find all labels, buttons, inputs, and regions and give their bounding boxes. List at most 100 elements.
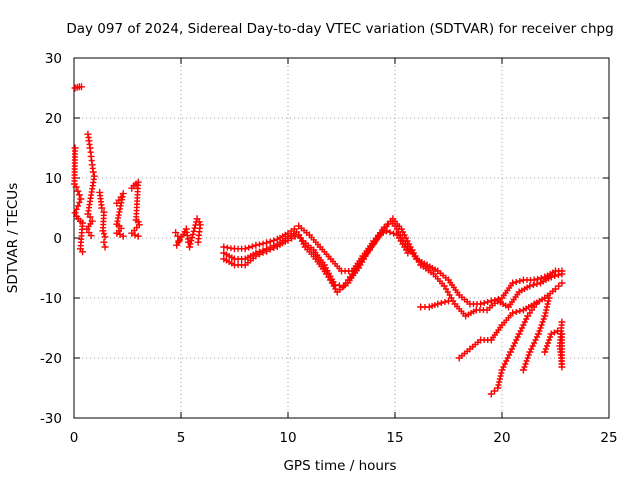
data-point xyxy=(545,340,552,346)
data-point xyxy=(495,382,502,388)
chart-title: Day 097 of 2024, Sidereal Day-to-day VTE… xyxy=(66,21,613,37)
y-tick-label: 0 xyxy=(53,231,62,247)
data-point xyxy=(530,282,537,288)
data-point xyxy=(441,299,448,305)
data-point xyxy=(521,364,528,370)
x-tick-label: 5 xyxy=(177,430,186,446)
data-point xyxy=(516,278,523,284)
data-point xyxy=(87,232,95,240)
data-point xyxy=(538,322,545,328)
data-points xyxy=(70,83,566,398)
data-point xyxy=(77,195,85,203)
data-point xyxy=(534,276,541,282)
data-point xyxy=(429,303,436,309)
x-axis-label: GPS time / hours xyxy=(283,458,396,474)
y-tick-label: 20 xyxy=(45,111,62,127)
y-tick-labels: -30 -20 -10 0 10 20 30 xyxy=(40,51,62,427)
data-point xyxy=(491,388,498,394)
data-point xyxy=(292,233,299,240)
data-point xyxy=(516,308,523,314)
data-point xyxy=(555,272,562,278)
data-point xyxy=(545,294,553,302)
data-point xyxy=(509,279,517,287)
data-point xyxy=(263,239,271,247)
data-point xyxy=(539,319,546,325)
y-tick-label: -10 xyxy=(40,291,62,307)
y-tick-label: 10 xyxy=(45,171,62,187)
data-point xyxy=(546,337,553,343)
y-tick-label: 30 xyxy=(45,51,62,67)
data-point xyxy=(187,240,194,247)
data-point xyxy=(189,231,196,238)
data-point xyxy=(438,300,445,306)
data-point xyxy=(174,232,182,240)
y-axis-label: SDTVAR / TECUs xyxy=(5,183,21,293)
data-point xyxy=(542,310,549,316)
data-point xyxy=(249,243,256,250)
data-point xyxy=(544,301,551,307)
data-point xyxy=(252,252,260,260)
data-point xyxy=(498,370,505,376)
data-point xyxy=(189,234,196,241)
data-point xyxy=(532,300,540,308)
data-point xyxy=(431,302,438,308)
data-point xyxy=(525,352,532,358)
data-point xyxy=(496,379,503,385)
data-point xyxy=(256,241,263,248)
data-point xyxy=(533,281,540,287)
data-point xyxy=(542,346,549,352)
data-point xyxy=(547,334,554,340)
data-point xyxy=(434,300,442,308)
data-point xyxy=(530,276,538,284)
data-point xyxy=(390,230,397,237)
data-point xyxy=(481,300,488,306)
x-tick-label: 15 xyxy=(386,430,403,446)
data-point xyxy=(558,318,566,326)
data-point xyxy=(477,300,485,308)
data-point xyxy=(74,202,81,209)
data-point xyxy=(267,246,274,253)
data-point xyxy=(100,238,108,246)
data-point xyxy=(551,273,558,279)
data-point xyxy=(76,199,83,206)
data-point xyxy=(71,209,79,217)
x-tick-label: 20 xyxy=(493,430,510,446)
data-point xyxy=(540,316,547,322)
data-point xyxy=(270,237,277,244)
data-point xyxy=(245,244,252,251)
data-point xyxy=(191,225,198,232)
data-point xyxy=(547,330,555,338)
data-point xyxy=(79,248,87,256)
data-point xyxy=(194,238,202,246)
y-tick-label: -30 xyxy=(40,411,62,427)
data-point xyxy=(536,328,543,334)
data-point xyxy=(100,230,107,237)
data-point xyxy=(74,187,82,195)
x-tick-label: 10 xyxy=(279,430,296,446)
data-point xyxy=(547,273,555,281)
data-point xyxy=(190,228,197,235)
data-point xyxy=(543,343,550,349)
data-point xyxy=(445,297,452,305)
data-point xyxy=(509,309,517,317)
data-point xyxy=(382,227,390,235)
data-point xyxy=(241,245,249,253)
data-point xyxy=(101,233,109,241)
data-point xyxy=(98,204,106,212)
data-point xyxy=(75,191,83,199)
data-point xyxy=(376,231,384,239)
data-point xyxy=(558,270,566,278)
data-point xyxy=(263,247,271,255)
data-point xyxy=(284,236,292,244)
data-point xyxy=(101,243,109,251)
data-point xyxy=(537,325,544,331)
data-point xyxy=(188,237,195,244)
data-point xyxy=(558,279,566,287)
data-point xyxy=(496,376,503,382)
data-point xyxy=(83,225,91,233)
data-point xyxy=(552,285,559,293)
x-tick-label: 0 xyxy=(70,430,79,446)
data-point xyxy=(526,282,534,290)
grid xyxy=(74,58,609,418)
data-point xyxy=(113,229,121,237)
